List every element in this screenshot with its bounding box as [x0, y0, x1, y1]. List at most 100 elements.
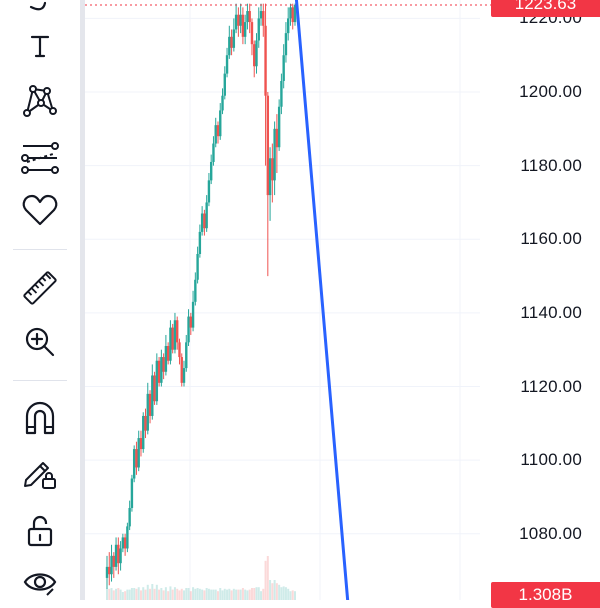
candle-body	[280, 80, 283, 107]
candle-body	[160, 357, 163, 383]
candle-body	[266, 95, 270, 196]
volume-bar	[192, 587, 195, 600]
candle-body	[284, 33, 288, 56]
volume-bar	[253, 588, 256, 600]
candle-body	[139, 438, 143, 450]
candles	[105, 3, 297, 589]
volume-bar	[287, 588, 290, 600]
volume-bar	[248, 589, 251, 600]
patterns-tool[interactable]	[14, 76, 66, 124]
trendline[interactable]	[294, 0, 350, 602]
volume-bar	[183, 590, 186, 600]
lock-all-tool[interactable]	[14, 506, 66, 554]
volume-bar	[241, 588, 244, 600]
candle-body	[137, 438, 140, 468]
volume-bar	[269, 580, 272, 600]
candle-body	[200, 213, 204, 232]
volume-bar	[126, 589, 129, 600]
volume-bar	[149, 588, 152, 600]
candle-body	[180, 357, 183, 383]
candle-body	[207, 180, 211, 203]
candle-body	[209, 161, 213, 181]
volume-bar	[189, 591, 192, 600]
ruler-icon	[23, 271, 57, 305]
volume-bar	[214, 589, 217, 600]
candle-body	[110, 555, 113, 575]
candle-body	[166, 346, 170, 361]
volume-bar	[294, 591, 296, 600]
candle-body	[196, 253, 199, 280]
volume-bar	[112, 590, 115, 600]
text-icon	[30, 35, 50, 58]
candle-body	[146, 393, 149, 431]
text-tool[interactable]	[14, 22, 66, 70]
volume-bar	[239, 589, 242, 600]
volume-bar	[153, 588, 156, 600]
volume-bar	[235, 589, 238, 600]
candle-body	[194, 279, 197, 302]
candle-body	[164, 346, 168, 372]
candle-body	[114, 544, 118, 567]
candle-body	[126, 526, 129, 549]
favorites-tool[interactable]	[14, 186, 66, 234]
volume-bar	[250, 588, 253, 600]
candle-body	[291, 7, 294, 23]
candle-body	[203, 213, 206, 229]
volume-bar	[223, 588, 226, 600]
volume-bar	[180, 588, 183, 600]
volume-bar	[178, 590, 181, 600]
candle-body	[243, 22, 247, 37]
lock-drawings-tool[interactable]	[14, 448, 66, 496]
magnet-tool[interactable]	[14, 394, 66, 442]
candle-body	[117, 544, 120, 564]
volume-bar	[282, 586, 285, 600]
price-chart[interactable]	[85, 0, 600, 602]
volume-bar	[201, 589, 204, 600]
volume-bar	[185, 588, 188, 600]
volume-bar	[164, 587, 167, 600]
volume-bar	[230, 590, 233, 600]
candle-body	[282, 55, 285, 81]
candle-body	[257, 18, 260, 41]
candle-body	[271, 158, 274, 181]
volume-bar	[158, 589, 161, 600]
candle-body	[151, 375, 154, 416]
chart-pane[interactable]: 1220.00 1200.00 1180.00 1160.00 1140.00 …	[85, 0, 600, 608]
price-tick-label: 1140.00	[520, 302, 582, 322]
volume-bar	[121, 592, 124, 600]
volume-bar	[275, 583, 278, 600]
volume-bar	[219, 588, 222, 600]
price-axis[interactable]: 1220.00 1200.00 1180.00 1160.00 1140.00 …	[480, 0, 600, 608]
zoom-in-tool[interactable]	[14, 318, 66, 366]
candle-body	[171, 327, 174, 350]
candle-body	[259, 11, 263, 19]
hide-tool[interactable]	[14, 558, 66, 606]
volume-bar	[130, 588, 133, 600]
candle-body	[232, 29, 236, 48]
volume-bar	[255, 587, 258, 600]
prediction-tool[interactable]	[14, 134, 66, 182]
price-tick-label: 1180.00	[520, 155, 582, 175]
candle-body	[212, 143, 215, 162]
volume-bar	[124, 591, 127, 600]
volume-bar	[205, 588, 208, 600]
candle-body	[214, 125, 217, 144]
candle-body	[128, 507, 131, 527]
candle-body	[287, 18, 290, 34]
volume-bar	[142, 587, 145, 600]
trend-line-tool[interactable]	[14, 0, 66, 38]
candle-body	[123, 537, 127, 549]
volume-bar	[226, 589, 229, 600]
candle-body	[237, 14, 240, 26]
eye-icon	[23, 573, 57, 596]
magnet-icon	[25, 401, 55, 435]
candle-body	[234, 14, 238, 30]
volume-bar	[284, 587, 287, 600]
volume-bar	[207, 588, 210, 600]
measure-tool[interactable]	[14, 264, 66, 312]
volume-bar	[237, 589, 240, 600]
volume-bar	[196, 588, 199, 600]
volume-bar	[144, 589, 147, 600]
zoom-in-icon	[25, 327, 55, 357]
volume-bar	[278, 584, 281, 600]
